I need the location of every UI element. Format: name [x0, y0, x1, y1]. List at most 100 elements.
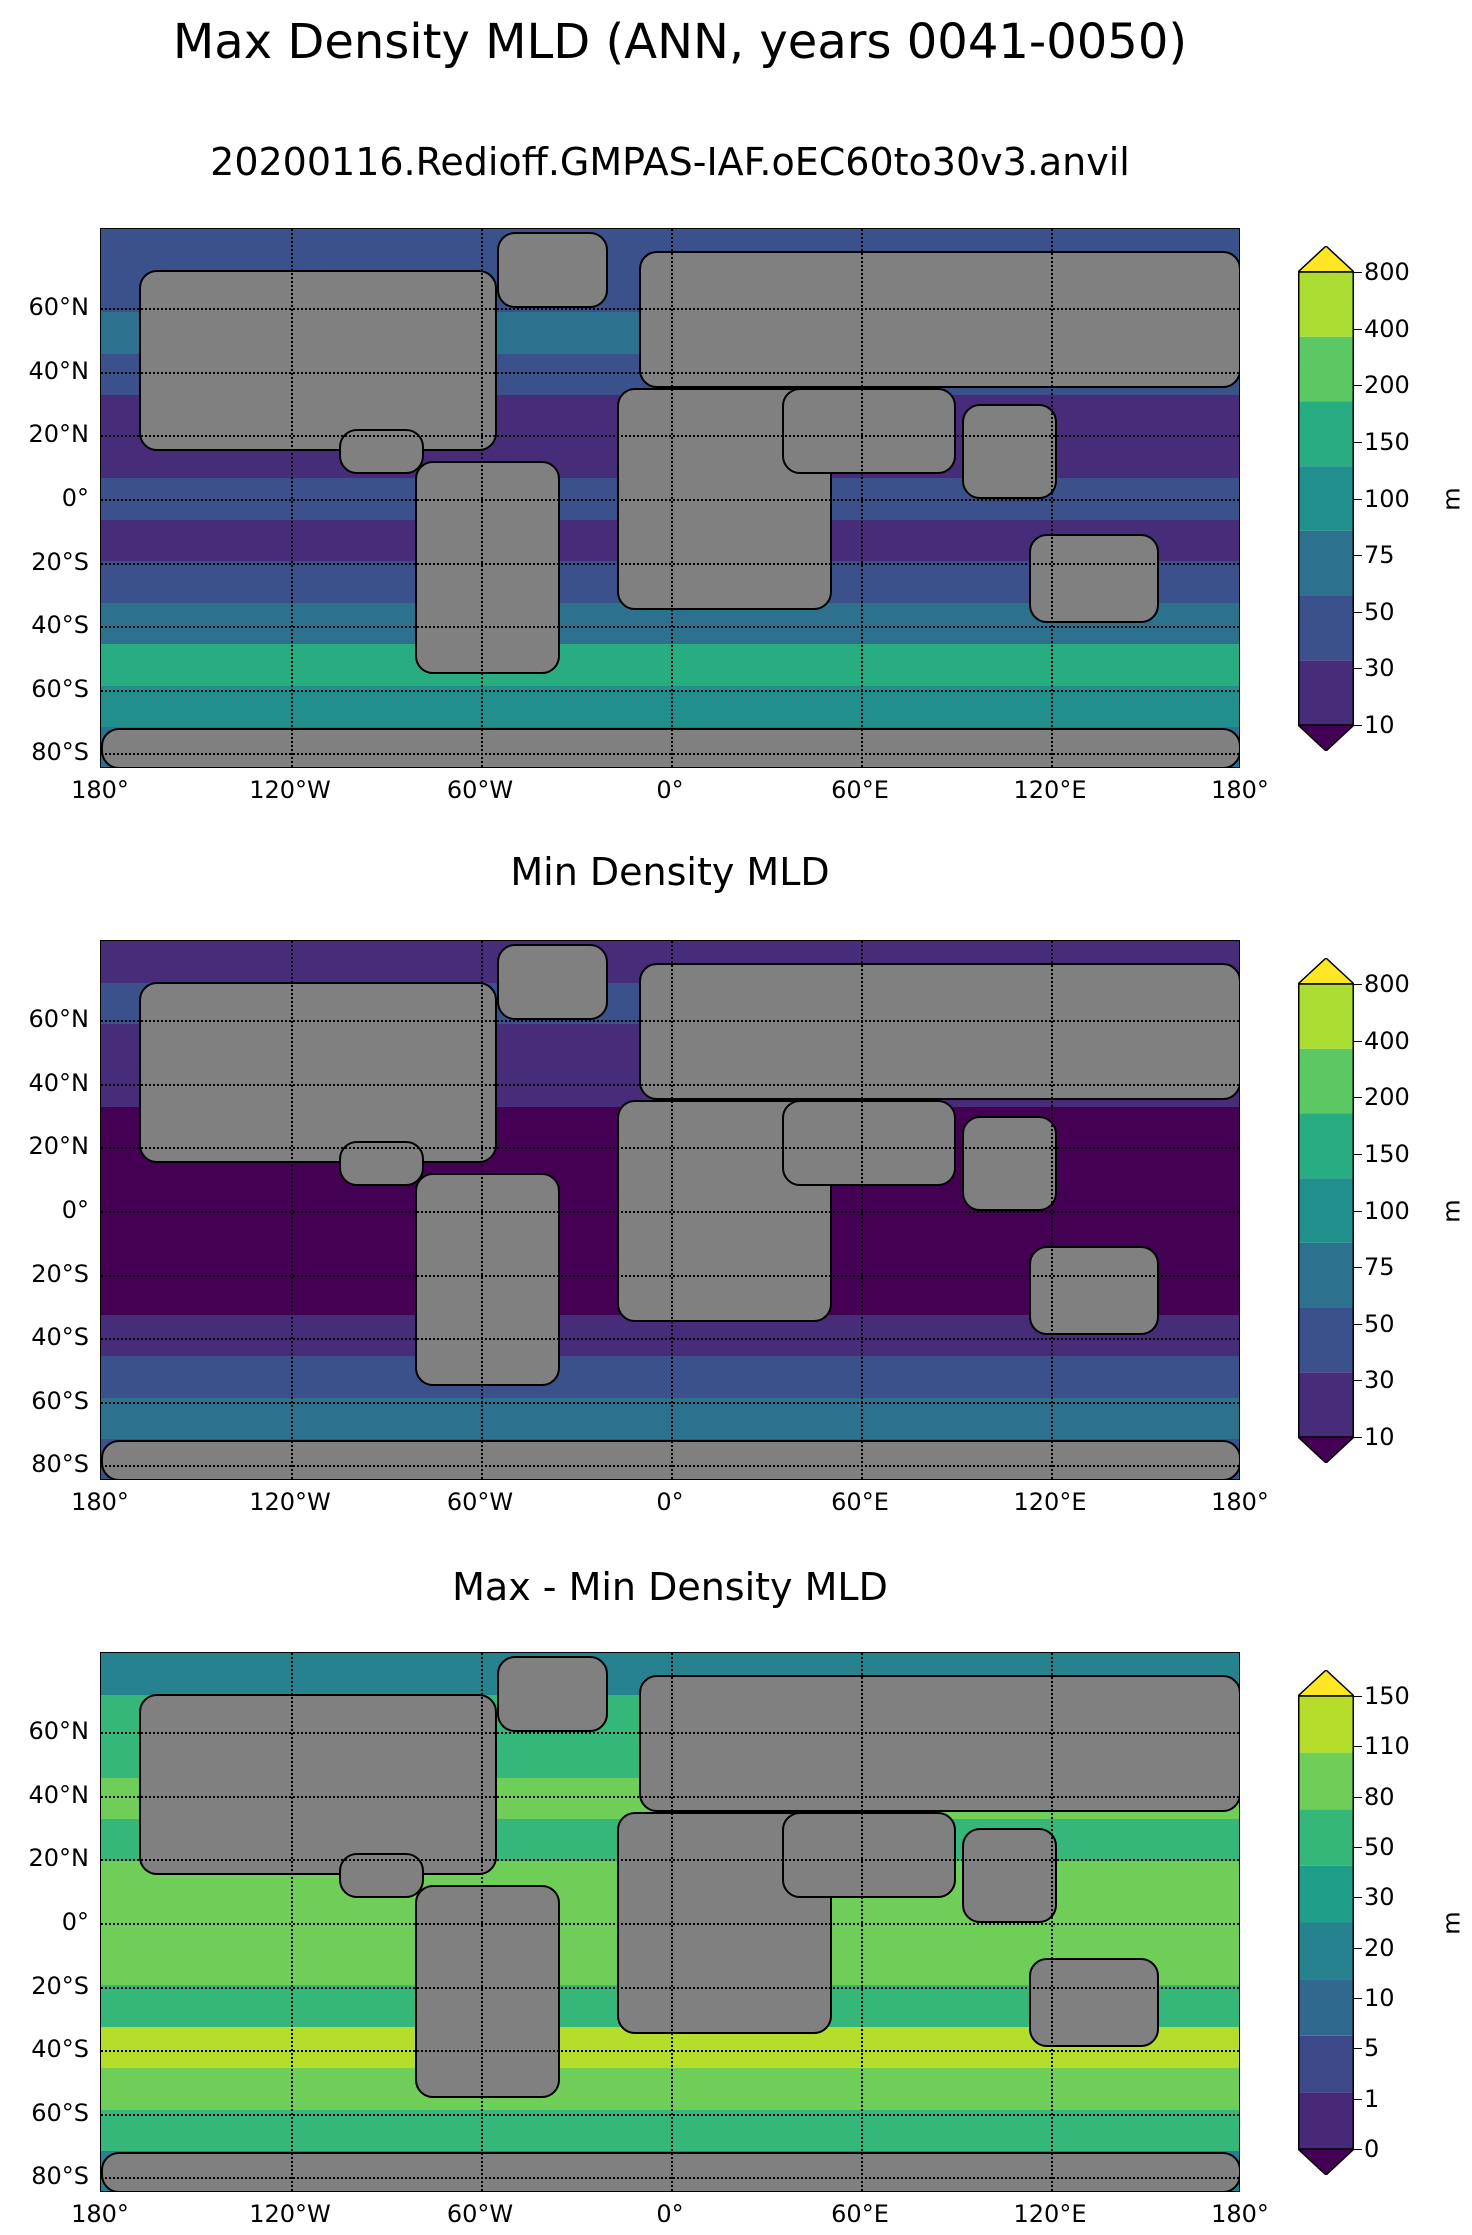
colorbar-tick-label: 20 [1364, 1933, 1395, 1962]
map-panel-1 [100, 228, 1240, 768]
lat-tick-label: 80°S [31, 1450, 89, 1479]
colorbar-tick-mark [1354, 1696, 1362, 1697]
colorbar-tick-mark [1354, 2149, 1362, 2150]
gridline-lat [101, 689, 1239, 692]
land-south-america [414, 460, 561, 674]
land-southeast-asia [962, 403, 1058, 499]
colorbar-tick-mark [1354, 385, 1362, 387]
colorbar-tick-label: 1 [1364, 2084, 1380, 2113]
colorbar-tick-mark [1354, 441, 1362, 443]
lon-tick-label: 120°W [249, 2200, 331, 2228]
gridline-lat [101, 2113, 1239, 2116]
colorbar-tick-label: 10 [1364, 1423, 1395, 1451]
colorbar-extend-min [1298, 724, 1354, 751]
gridline-lat [101, 1923, 1239, 1925]
gridline-lat [101, 1083, 1239, 1086]
land-europe-asia [639, 1675, 1239, 1812]
colorbar-tick-label: 200 [1364, 371, 1410, 400]
colorbar-segment [1298, 660, 1354, 725]
land-australia [1028, 1957, 1159, 2047]
colorbar-segment [1298, 1178, 1354, 1243]
colorbar-segment [1298, 401, 1354, 467]
colorbar-tick-label: 10 [1364, 711, 1395, 739]
colorbar-graphic [1298, 958, 1354, 1463]
lat-tick-label: 60°N [28, 293, 90, 322]
lon-tick-label: 60°E [831, 2200, 889, 2228]
gridline-lat [101, 371, 1239, 374]
colorbar-tick-mark [1354, 328, 1362, 330]
gridline-lon [861, 941, 863, 1479]
gridline-lat [101, 1211, 1239, 1213]
lat-tick-label: 40°S [31, 2035, 89, 2064]
gridline-lon [481, 229, 483, 767]
lon-tick-label: 180° [1211, 776, 1269, 804]
colorbar-tick-label: 200 [1364, 1083, 1410, 1112]
colorbar-tick-mark [1354, 1040, 1362, 1042]
land-south-america [414, 1884, 561, 2098]
lat-tick-label: 40°S [31, 611, 89, 640]
lat-tick-label: 60°S [31, 674, 89, 703]
lon-tick-label: 120°W [249, 776, 331, 804]
colorbar-tick-mark [1354, 1746, 1362, 1748]
lat-tick-label: 40°N [28, 1068, 90, 1097]
ocean-zonal-band [101, 685, 1239, 729]
colorbar-unit-label: m [1437, 486, 1466, 511]
colorbar-tick-mark [1354, 725, 1362, 726]
land-arabia-india [781, 1811, 956, 1898]
lat-tick-label: 20°N [28, 1132, 90, 1161]
colorbar-tick-mark [1354, 1437, 1362, 1438]
gridline-lat [101, 1020, 1239, 1023]
colorbar-tick-mark [1354, 1380, 1362, 1382]
colorbar-tick-mark [1354, 1998, 1362, 1999]
ocean-zonal-band [101, 1397, 1239, 1441]
land-southeast-asia [962, 1115, 1058, 1211]
colorbar-tick-label: 50 [1364, 1833, 1395, 1861]
colorbar-tick-mark [1354, 2098, 1362, 2100]
gridline-lat [101, 562, 1239, 565]
colorbar-extend-max [1298, 1670, 1354, 1697]
colorbar-tick-label: 110 [1364, 1732, 1410, 1761]
lat-tick-label: 20°S [31, 1259, 89, 1288]
gridline-lon [1051, 941, 1053, 1479]
lat-tick-label: 60°S [31, 2098, 89, 2127]
gridline-lon [861, 1653, 863, 2191]
colorbar-tick-label: 100 [1364, 484, 1410, 513]
colorbar-graphic [1298, 246, 1354, 751]
lon-tick-label: 60°E [831, 1488, 889, 1516]
gridline-lat [101, 308, 1239, 311]
gridline-lon [291, 941, 293, 1479]
land-greenland [496, 944, 608, 1021]
land-southeast-asia [962, 1827, 1058, 1923]
colorbar-segment [1298, 1048, 1354, 1114]
gridline-lat [101, 753, 1239, 756]
lon-tick-label: 60°W [446, 776, 514, 804]
ocean-zonal-band [101, 2109, 1239, 2153]
lon-tick-label: 60°E [831, 776, 889, 804]
colorbar-tick-label: 150 [1364, 1139, 1410, 1168]
colorbar-outline [1298, 271, 1354, 726]
colorbar-3 [1298, 1670, 1354, 2175]
colorbar-outline [1298, 983, 1354, 1438]
colorbar-segment [1298, 1752, 1354, 1810]
colorbar-tick-mark [1354, 498, 1362, 500]
gridline-lat [101, 1859, 1239, 1862]
colorbar-unit-label: m [1437, 1198, 1466, 1223]
lat-tick-label: 0° [61, 1196, 89, 1224]
colorbar-segment [1298, 984, 1354, 1049]
colorbar-segment [1298, 1696, 1354, 1753]
land-north-america [139, 270, 497, 452]
colorbar-tick-label: 5 [1364, 2034, 1380, 2063]
lon-tick-label: 180° [71, 776, 129, 804]
lat-tick-label: 60°S [31, 1386, 89, 1415]
map-panel-2 [100, 940, 1240, 1480]
colorbar-tick-label: 150 [1364, 427, 1410, 456]
gridline-lat [101, 1795, 1239, 1798]
colorbar-extend-max [1298, 958, 1354, 985]
gridline-lat [101, 1338, 1239, 1341]
gridline-lon [291, 1653, 293, 2191]
gridline-lat [101, 626, 1239, 629]
colorbar-extend-min [1298, 1436, 1354, 1463]
colorbar-segment [1298, 272, 1354, 337]
colorbar-segment [1298, 1979, 1354, 2036]
land-australia [1028, 533, 1159, 623]
